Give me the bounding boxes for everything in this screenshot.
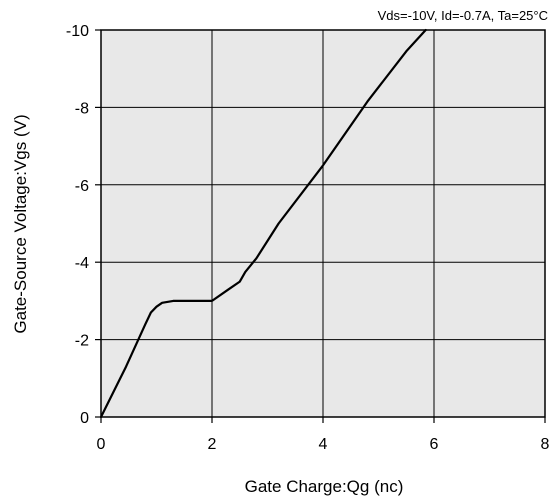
y-tick-label: 0 xyxy=(80,410,89,427)
y-tick-label: -6 xyxy=(75,178,89,195)
y-tick-label: -10 xyxy=(66,23,89,40)
y-tick-label: -2 xyxy=(75,333,89,350)
y-tick-label: -4 xyxy=(75,255,89,272)
x-tick-label: 2 xyxy=(208,436,217,453)
x-tick-label: 8 xyxy=(541,436,550,453)
x-axis-label: Gate Charge:Qg (nc) xyxy=(245,477,404,496)
x-tick-label: 0 xyxy=(97,436,106,453)
x-tick-label: 4 xyxy=(319,436,328,453)
series-line xyxy=(99,28,427,419)
y-axis-label: Gate-Source Voltage:Vgs (V) xyxy=(11,114,30,333)
test-conditions-annotation: Vds=-10V, Id=-0.7A, Ta=25°C xyxy=(378,8,548,23)
x-tick-label: 6 xyxy=(430,436,439,453)
y-tick-label: -8 xyxy=(75,100,89,117)
